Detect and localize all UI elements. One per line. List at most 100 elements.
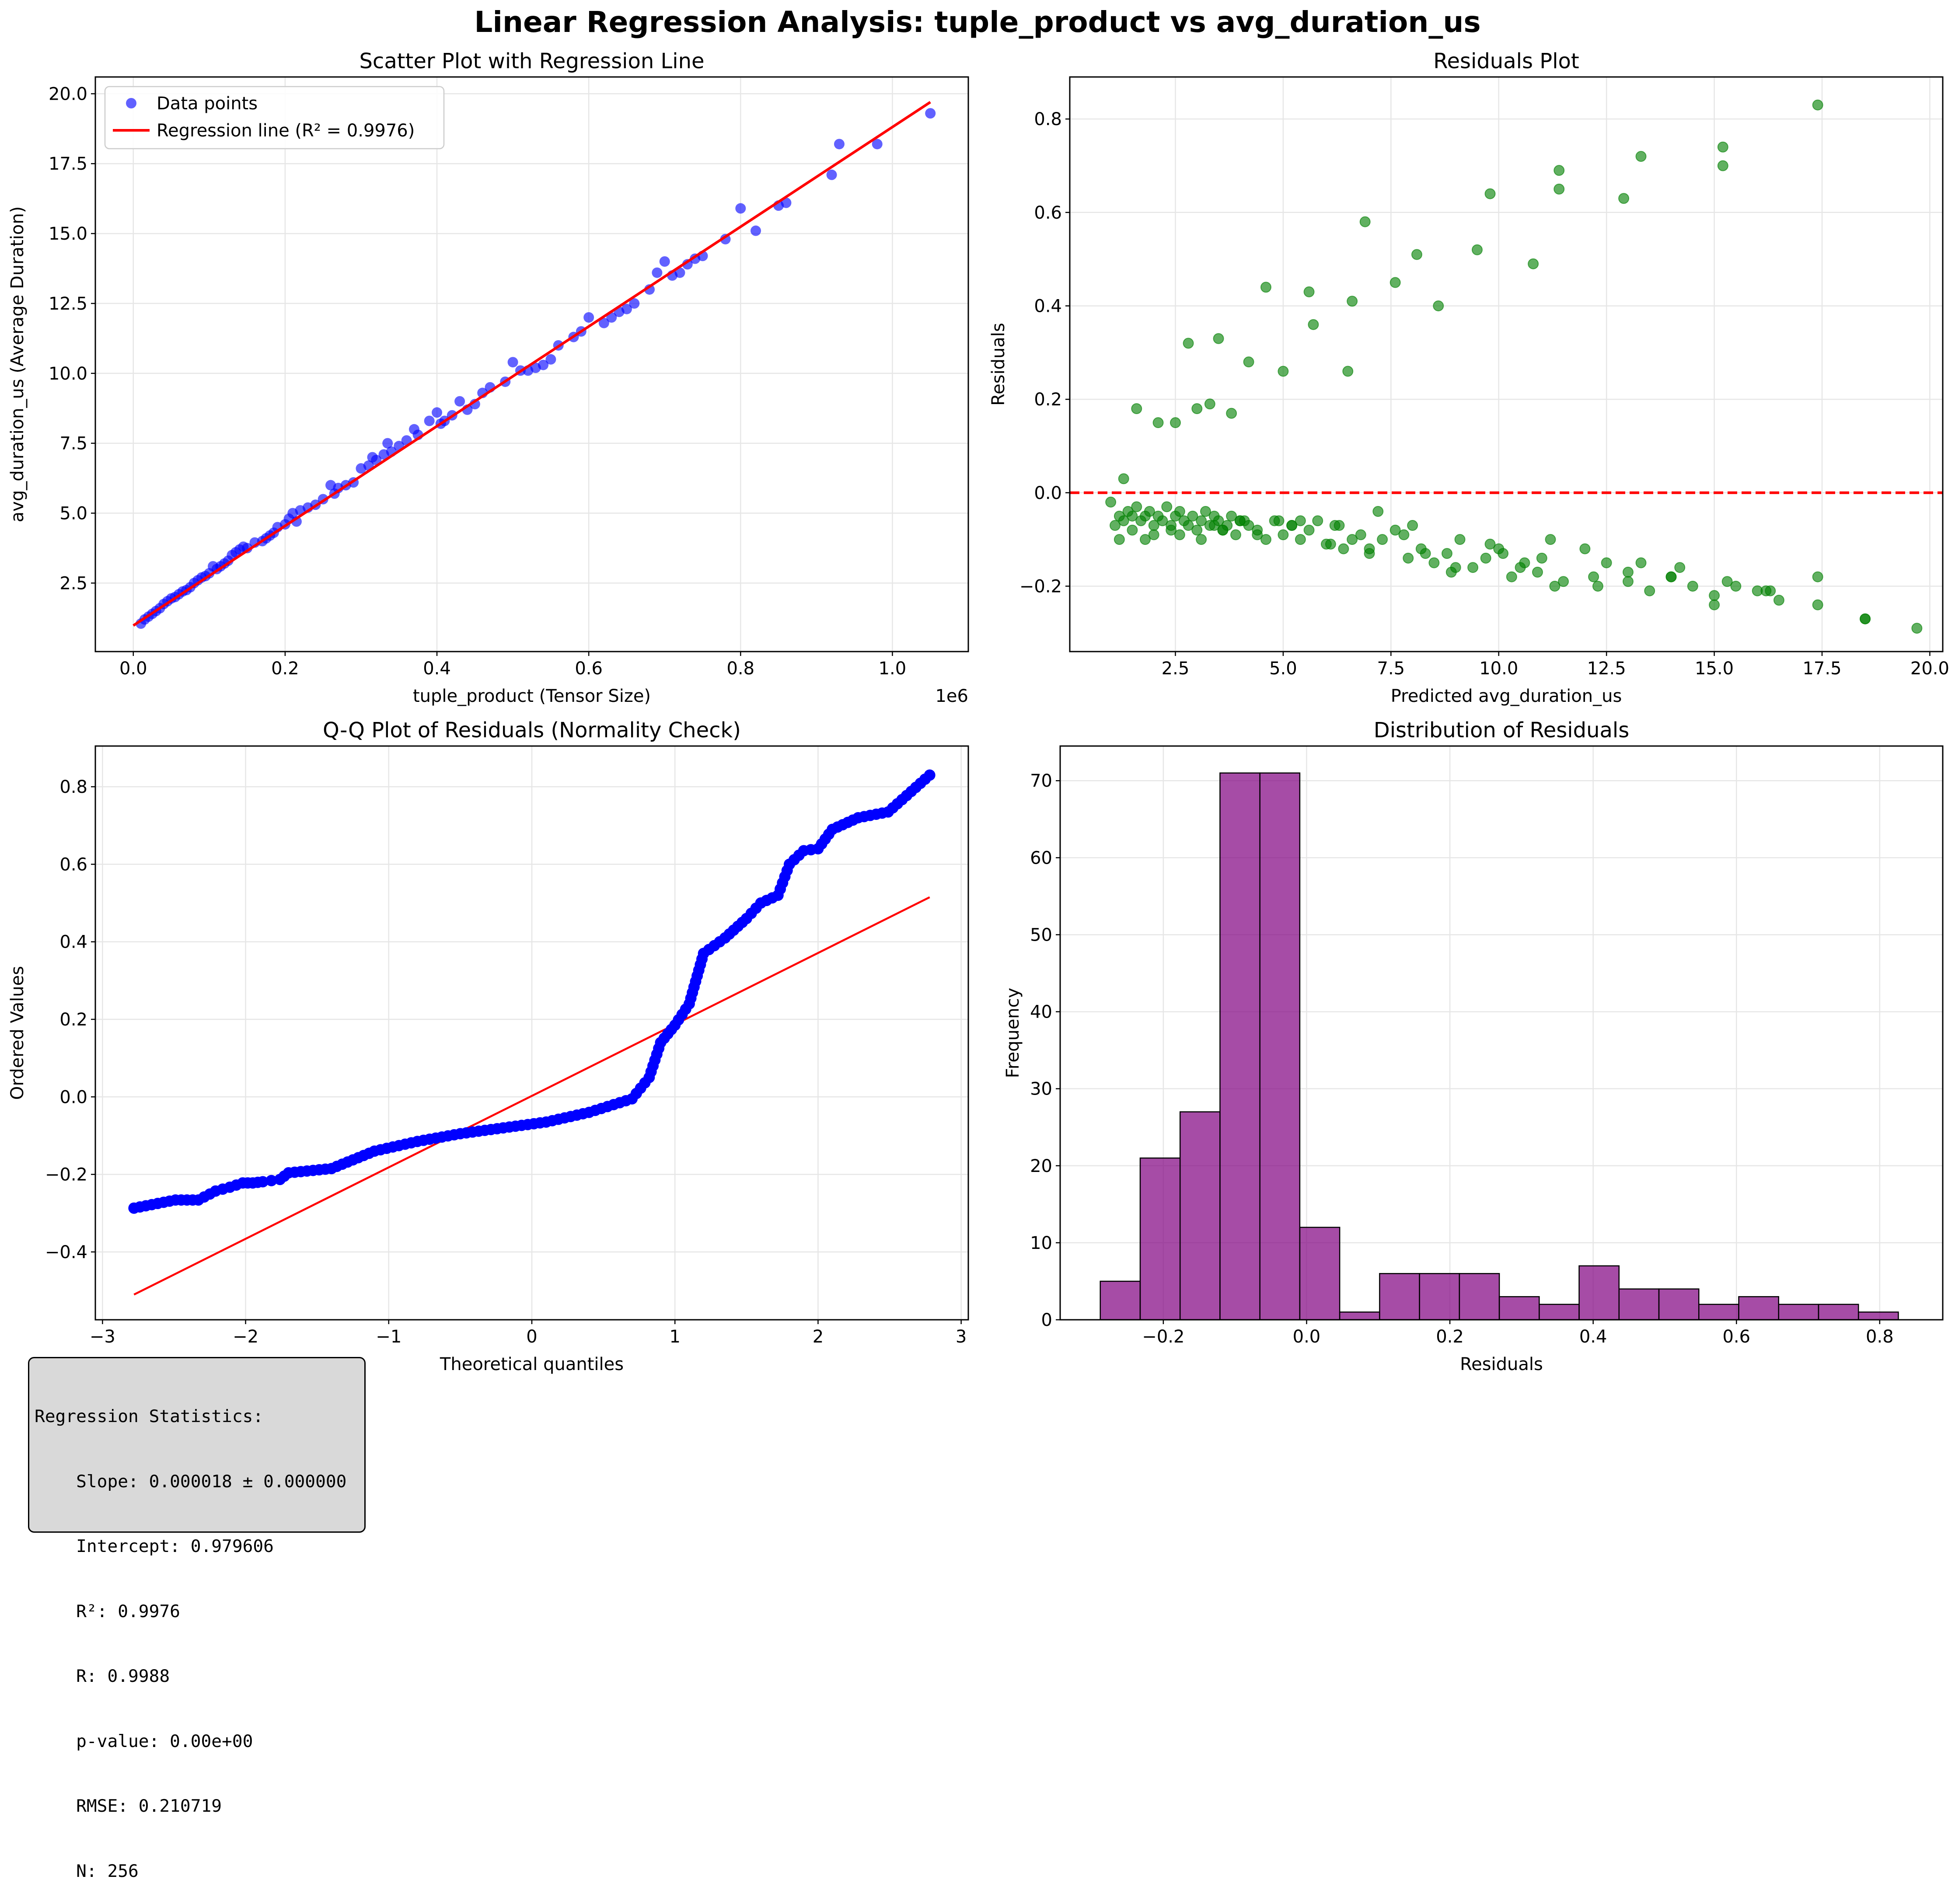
- stats-line: R²: 0.9976: [35, 1601, 180, 1622]
- histogram-bar: [1459, 1273, 1500, 1321]
- residual-point: [1687, 580, 1698, 592]
- x-tick-label: 0.8: [1866, 1327, 1894, 1347]
- residual-point: [1139, 534, 1151, 545]
- residual-point: [1389, 277, 1401, 288]
- axes-frame: [94, 745, 969, 1321]
- x-tick-label: 1: [669, 1327, 680, 1347]
- residual-point: [1208, 520, 1220, 531]
- x-tick-label: 2.5: [1162, 659, 1190, 679]
- legend-entry: Data points: [157, 94, 258, 114]
- residual-point: [1183, 520, 1194, 531]
- histogram-bar: [1498, 1296, 1540, 1321]
- y-tick-label: 12.5: [49, 294, 87, 314]
- residual-point: [1730, 580, 1742, 592]
- residual-point: [1717, 160, 1728, 171]
- x-offset-label: 1e6: [935, 686, 968, 706]
- residual-point: [1454, 534, 1466, 545]
- residual-point: [1286, 520, 1298, 531]
- x-tick-label: 0.2: [271, 659, 299, 679]
- figure: 0.0 0.2 0.4 0.6 0.8 1.02.55.07.510.012.515.01…: [7, 49, 1949, 1374]
- residual-point: [1411, 249, 1422, 260]
- residual-point: [1312, 515, 1323, 527]
- residual-point: [1911, 623, 1923, 634]
- residual-point: [1196, 534, 1207, 545]
- x-tick-label: 10.0: [1479, 659, 1518, 679]
- y-axis-label: Frequency: [1003, 988, 1023, 1078]
- residual-point: [1674, 562, 1686, 573]
- residual-point: [1403, 552, 1414, 564]
- qq-point: [265, 1175, 277, 1186]
- stats-line: Slope: 0.000018 ± 0.000000: [35, 1471, 347, 1492]
- residual-point: [1217, 524, 1229, 536]
- axes-frame: [1059, 745, 1944, 1321]
- x-tick-label: 5.0: [1269, 659, 1297, 679]
- residual-point: [1515, 562, 1526, 573]
- data-point: [674, 267, 685, 278]
- residual-point: [1506, 571, 1517, 582]
- x-tick-label: −0.2: [1142, 1327, 1184, 1347]
- residual-point: [1588, 571, 1599, 582]
- residual-point: [1545, 534, 1556, 545]
- residual-point: [1152, 417, 1164, 429]
- legend: Data points Regression line (R² = 0.9976): [104, 86, 445, 150]
- legend-box: [104, 86, 445, 150]
- y-tick-label: 70: [1030, 771, 1052, 791]
- residual-point: [1498, 548, 1509, 559]
- residual-point: [1709, 599, 1720, 610]
- residual-point: [1157, 515, 1168, 527]
- residual-point: [1342, 366, 1354, 377]
- residual-point: [1295, 515, 1306, 527]
- y-tick-label: 40: [1030, 1002, 1052, 1022]
- histogram-bar: [1818, 1304, 1859, 1321]
- residual-point: [1765, 585, 1776, 596]
- subplot-2: 2.5 5.0 7.5 10.0 12.5 15.0 17.5 20.0 −0.2 0.0 0.2 0…: [988, 49, 1949, 706]
- y-tick-label: 17.5: [49, 154, 87, 174]
- y-tick-label: 2.5: [59, 573, 87, 593]
- stats-line: R: 0.9988: [35, 1666, 170, 1686]
- residual-point: [1148, 529, 1159, 541]
- y-axis-label: avg_duration_us (Average Duration): [7, 206, 28, 523]
- stats-line: Regression Statistics:: [35, 1406, 264, 1426]
- y-tick-label: 20.0: [49, 84, 87, 104]
- histogram-bar: [1179, 1111, 1221, 1321]
- figure-title: Linear Regression Analysis: tuple_produc…: [474, 5, 1481, 39]
- y-tick-label: −0.4: [45, 1242, 87, 1262]
- residual-point: [1183, 338, 1194, 349]
- legend-marker: [126, 98, 136, 108]
- y-tick-label: 0.6: [1034, 203, 1062, 223]
- residual-point: [1114, 534, 1125, 545]
- x-axis-label: Theoretical quantiles: [440, 1354, 624, 1374]
- residual-point: [1278, 529, 1289, 541]
- residual-point: [1428, 557, 1440, 568]
- residual-point: [1441, 548, 1452, 559]
- stats-line: N: 256: [35, 1861, 139, 1881]
- residual-point: [1433, 300, 1444, 311]
- stats-line: Intercept: 0.979606: [35, 1536, 274, 1556]
- residual-point: [1536, 552, 1547, 564]
- x-tick-label: −1: [376, 1327, 401, 1347]
- y-tick-label: 15.0: [49, 224, 87, 244]
- residual-point: [1398, 529, 1410, 541]
- residual-point: [1532, 566, 1543, 578]
- data-point: [659, 256, 670, 267]
- residual-point: [1204, 398, 1215, 410]
- residual-point: [1161, 501, 1173, 513]
- residual-point: [1252, 529, 1263, 541]
- residual-point: [1372, 506, 1384, 517]
- histogram-bar: [1259, 772, 1301, 1321]
- x-tick-label: 7.5: [1377, 659, 1405, 679]
- y-tick-label: 0.2: [1034, 390, 1062, 410]
- residual-point: [1105, 496, 1117, 508]
- y-tick-label: 0.4: [59, 932, 87, 952]
- y-tick-label: 10: [1030, 1233, 1052, 1253]
- x-tick-label: 15.0: [1695, 659, 1734, 679]
- y-tick-label: −0.2: [1019, 576, 1062, 596]
- residual-point: [1303, 524, 1315, 536]
- qq-reference-line: [133, 896, 930, 1296]
- y-tick-label: 0: [1041, 1310, 1052, 1330]
- residual-point: [1325, 538, 1336, 550]
- x-tick-label: 0.6: [575, 659, 603, 679]
- residual-point: [1554, 183, 1565, 195]
- residual-point: [1480, 552, 1491, 564]
- histogram-bar: [1658, 1288, 1700, 1321]
